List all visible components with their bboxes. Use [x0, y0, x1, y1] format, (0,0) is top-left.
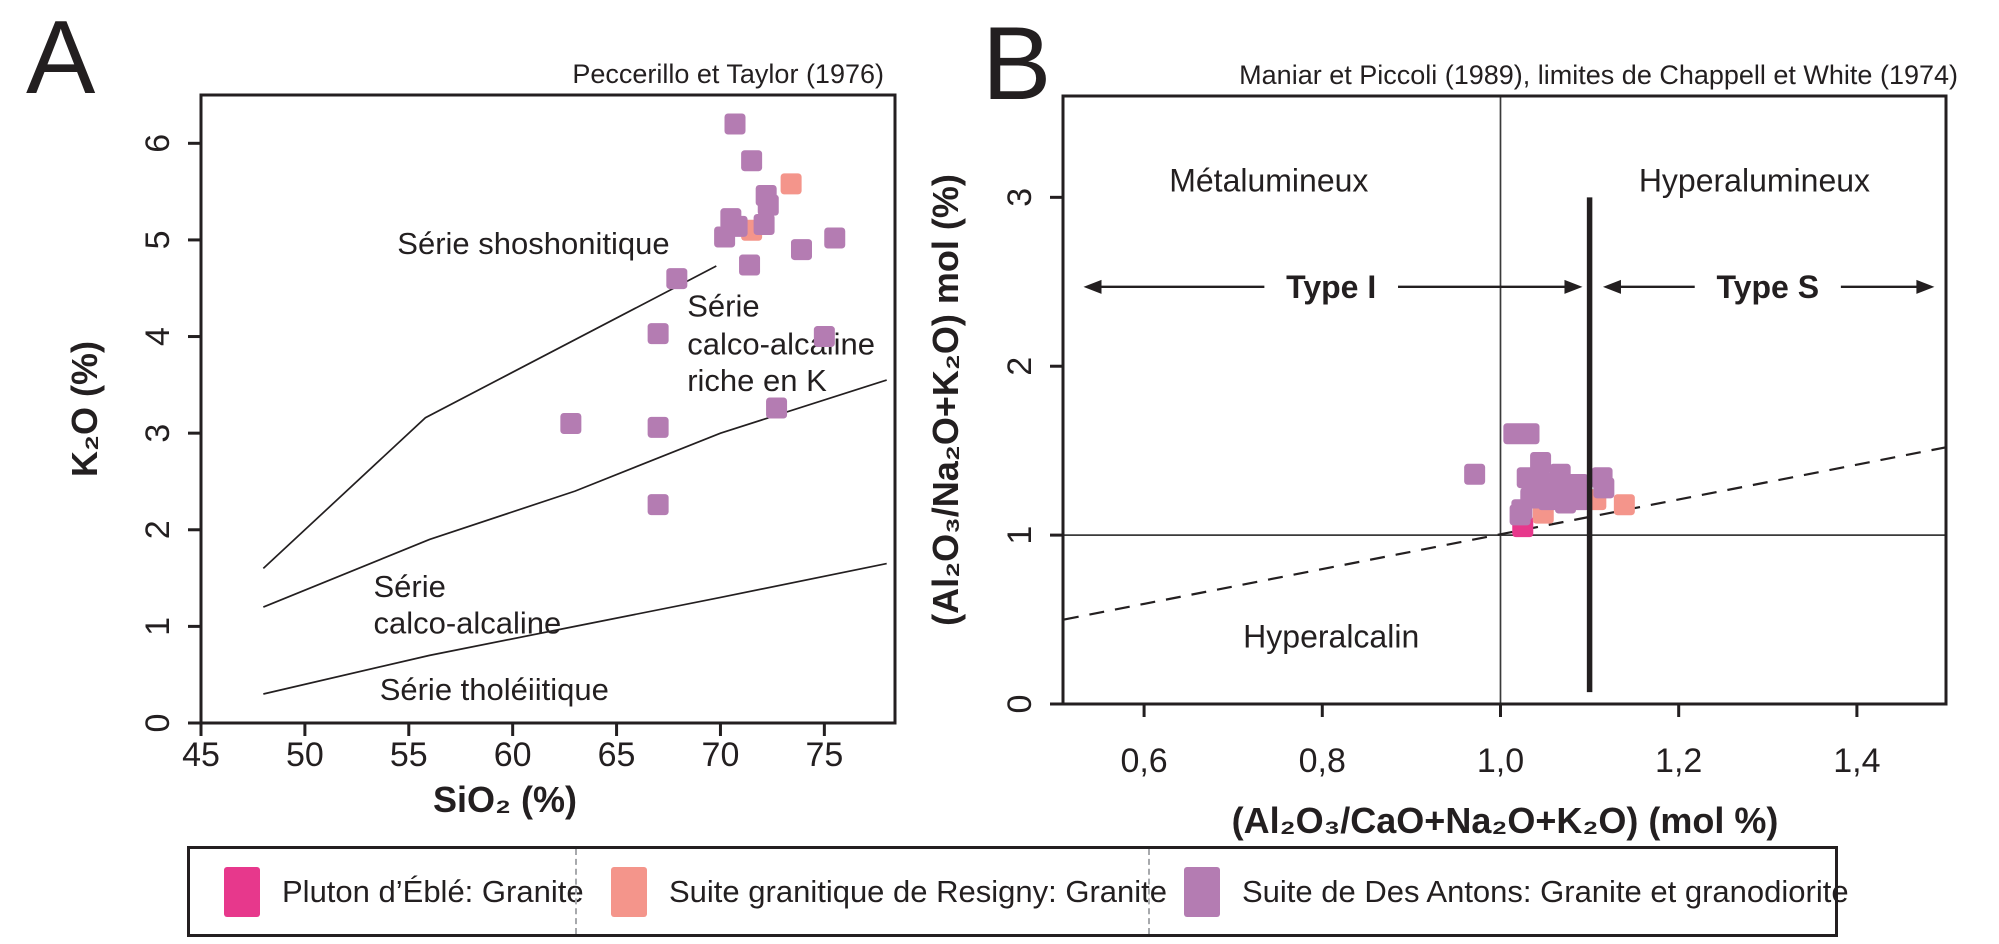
- data-point: [1538, 489, 1560, 511]
- field-arrow-head: [1083, 279, 1102, 294]
- legend-item-eble: Pluton d’Éblé: Granite: [190, 849, 584, 934]
- legend-label-des-antons: Suite de Des Antons: Granite et granodio…: [1242, 873, 1849, 909]
- x-tick-label: 0,6: [1120, 742, 1167, 780]
- field-arrow-head: [1602, 279, 1621, 294]
- data-point: [813, 326, 835, 348]
- y-tick-label: 6: [139, 134, 177, 153]
- y-tick-label: 1: [139, 617, 177, 636]
- y-tick-label: 4: [139, 327, 177, 346]
- region-label: Type S: [1717, 269, 1820, 305]
- y-tick-label: 1: [1001, 526, 1039, 545]
- data-point: [780, 173, 802, 195]
- data-point: [1464, 463, 1486, 485]
- y-axis-title: (Al₂O₃/Na₂O+K₂O) mol (%): [925, 174, 966, 626]
- region-label: Série: [373, 569, 445, 604]
- chart-title: Maniar et Piccoli (1989), limites de Cha…: [1239, 60, 1958, 90]
- data-point: [753, 213, 775, 235]
- data-point: [824, 227, 846, 249]
- data-point: [1516, 467, 1538, 489]
- region-label: Hyperalcalin: [1243, 618, 1419, 654]
- field-arrow-head: [1564, 279, 1583, 294]
- x-tick-label: 1,0: [1477, 742, 1524, 780]
- data-point: [741, 150, 763, 172]
- legend-label-eble: Pluton d’Éblé: Granite: [282, 873, 584, 909]
- legend: Pluton d’Éblé: Granite Suite granitique …: [187, 846, 1849, 937]
- des-antons-swatch-icon: [1184, 866, 1220, 917]
- data-point: [560, 412, 582, 434]
- panel-a-letter: A: [26, 0, 96, 116]
- data-point: [1509, 504, 1531, 526]
- y-tick-label: 3: [1001, 188, 1039, 207]
- x-axis-title: SiO₂ (%): [433, 779, 577, 820]
- plot-b: Métalumineux Hyperalumineux Type I Type S Hy…: [925, 60, 1958, 841]
- plot-a: Série shoshonitiqueSériecalco-alcalineri…: [64, 59, 897, 820]
- tholeiitic-boundary: [263, 562, 887, 695]
- x-tick-label: 50: [286, 736, 324, 774]
- legend-item-resigny: Suite granitique de Resigny: Granite: [575, 849, 1167, 934]
- region-label: Métalumineux: [1169, 162, 1368, 198]
- panel-b-letter: B: [982, 6, 1052, 122]
- x-tick-label: 1,4: [1833, 742, 1880, 780]
- plot-frame: [199, 93, 897, 725]
- eble-swatch-icon: [224, 866, 260, 917]
- data-point: [1518, 423, 1540, 445]
- region-label: Série shoshonitique: [397, 226, 669, 261]
- x-tick-label: 1,2: [1655, 742, 1702, 780]
- x-tick-label: 65: [598, 736, 636, 774]
- legend-label-resigny: Suite granitique de Resigny: Granite: [669, 873, 1168, 909]
- resigny-swatch-icon: [611, 866, 647, 917]
- data-point: [739, 254, 761, 276]
- one-to-one-dashed-line: [1063, 446, 1947, 621]
- shoshonitic-boundary: [262, 265, 717, 570]
- data-point: [724, 113, 746, 135]
- x-tick-label: 75: [805, 736, 843, 774]
- x-tick-label: 70: [702, 736, 740, 774]
- y-tick-label: 5: [139, 230, 177, 249]
- region-label: Série: [687, 289, 759, 324]
- x-axis-title: (Al₂O₃/CaO+Na₂O+K₂O) (mol %): [1232, 800, 1779, 841]
- region-label: Type I: [1286, 269, 1376, 305]
- region-label: Hyperalumineux: [1639, 162, 1870, 198]
- y-tick-label: 2: [139, 520, 177, 539]
- data-point: [1535, 472, 1557, 494]
- x-tick-label: 0,8: [1299, 742, 1346, 780]
- legend-item-des-antons: Suite de Des Antons: Granite et granodio…: [1148, 849, 1849, 934]
- y-tick-label: 3: [139, 424, 177, 443]
- region-label: riche en K: [687, 363, 827, 398]
- data-point: [666, 268, 688, 290]
- x-tick-label: 55: [390, 736, 428, 774]
- data-point: [647, 494, 669, 516]
- data-point: [757, 194, 779, 216]
- chart-title: Peccerillo et Taylor (1976): [572, 59, 884, 89]
- data-point: [790, 239, 812, 261]
- data-point: [1613, 494, 1635, 516]
- data-point: [726, 215, 748, 237]
- x-tick-label: 60: [494, 736, 532, 774]
- plot-frame: [1061, 94, 1948, 706]
- region-label: calco-alcaline: [687, 326, 875, 361]
- series-des_antons_purple: [1464, 423, 1615, 526]
- y-tick-label: 2: [1001, 357, 1039, 376]
- data-point: [1568, 489, 1590, 511]
- y-axis-title: K₂O (%): [64, 341, 105, 477]
- data-point: [766, 397, 788, 419]
- region-label: calco-alcaline: [373, 606, 561, 641]
- x-tick-label: 45: [182, 736, 220, 774]
- y-tick-label: 0: [1001, 695, 1039, 714]
- data-point: [647, 323, 669, 345]
- field-arrow-head: [1916, 279, 1935, 294]
- data-point: [1593, 477, 1615, 499]
- region-label: Série tholéiitique: [380, 672, 609, 707]
- data-point: [647, 416, 669, 438]
- series-des_antons_purple: [560, 113, 846, 516]
- y-tick-label: 0: [139, 714, 177, 733]
